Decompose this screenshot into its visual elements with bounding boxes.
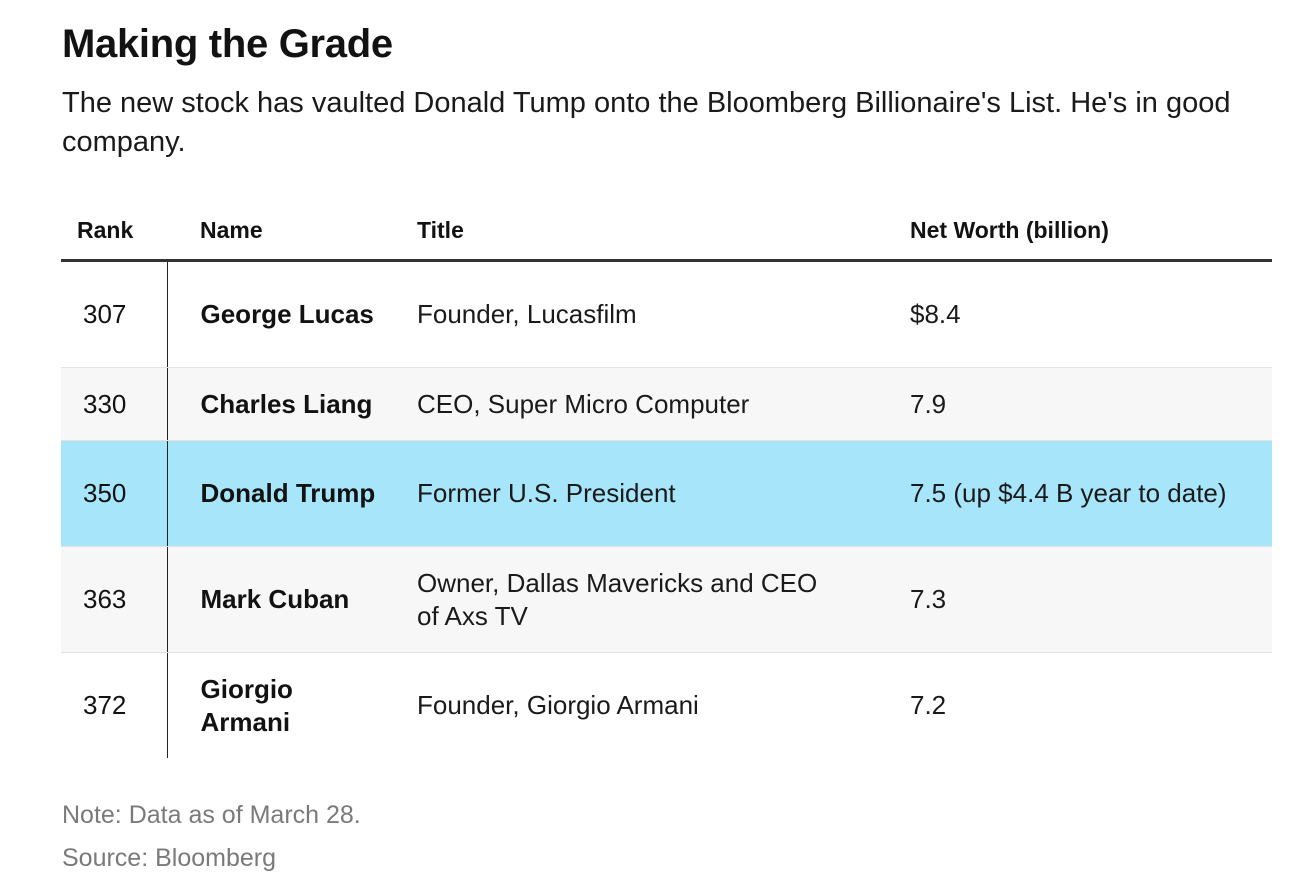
net-worth-cell: 7.9 — [877, 367, 1272, 441]
rank-cell: 363 — [61, 546, 168, 653]
rank-cell: 350 — [61, 440, 168, 547]
table-row: 363 Mark Cuban Owner, Dallas Mavericks a… — [61, 546, 1272, 653]
name-cell: George Lucas — [167, 260, 408, 368]
rank-cell: 372 — [61, 652, 168, 758]
chart-source: Source: Bloomberg — [62, 844, 277, 872]
title-cell: Owner, Dallas Mavericks and CEO of Axs T… — [408, 546, 877, 653]
table-header-row: Rank Name Title Net Worth (billion) — [61, 202, 1272, 262]
name-cell: Giorgio Armani — [200, 673, 293, 737]
name-cell: Mark Cuban — [167, 546, 408, 653]
chart-subtitle: The new stock has vaulted Donald Tump on… — [62, 87, 1231, 158]
column-header-name: Name — [167, 202, 408, 262]
table-row: 372 Giorgio Armani Founder, Giorgio Arma… — [61, 652, 1272, 758]
title-cell: Former U.S. President — [408, 440, 877, 547]
chart-title: Making the Grade — [62, 22, 393, 66]
billionaire-table: Rank Name Title Net Worth (billion) 307 … — [61, 202, 1272, 758]
column-header-net-worth: Net Worth (billion) — [877, 202, 1272, 262]
rank-cell: 330 — [61, 367, 168, 441]
title-cell: Founder, Lucasfilm — [408, 260, 877, 368]
chart-note: Note: Data as of March 28. — [62, 801, 361, 829]
title-cell: CEO, Super Micro Computer — [408, 367, 877, 441]
net-worth-cell: 7.3 — [877, 546, 1272, 653]
name-cell: Donald Trump — [167, 440, 408, 547]
title-cell: Founder, Giorgio Armani — [417, 690, 699, 720]
name-cell: Charles Liang — [167, 367, 408, 441]
table-row: 350 Donald Trump Former U.S. President 7… — [61, 440, 1272, 547]
rank-cell: 307 — [61, 260, 168, 368]
table-row: 330 Charles Liang CEO, Super Micro Compu… — [61, 367, 1272, 441]
table-row: 307 George Lucas Founder, Lucasfilm $8.4 — [61, 260, 1272, 368]
net-worth-cell: 7.5 (up $4.4 B year to date) — [877, 440, 1272, 547]
column-header-rank: Rank — [61, 202, 167, 262]
column-header-title: Title — [408, 202, 877, 262]
net-worth-cell: 7.2 — [910, 690, 947, 720]
net-worth-cell: $8.4 — [877, 260, 1272, 368]
